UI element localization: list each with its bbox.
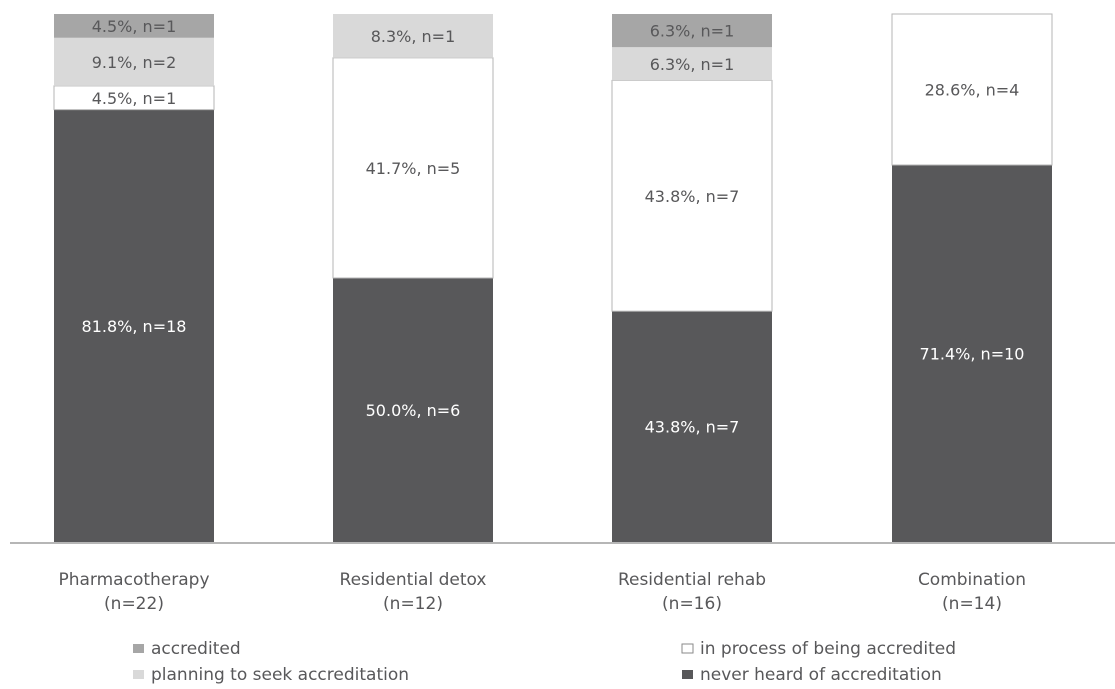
data-label: 6.3%, n=1 [650,55,735,74]
legend-label: never heard of accreditation [700,665,942,685]
x-tick-label: Residential detox [340,570,487,590]
bar-segment [612,311,772,542]
data-label: 41.7%, n=5 [366,159,461,178]
x-tick-sublabel: (n=14) [942,594,1002,614]
data-label: 71.4%, n=10 [920,345,1025,364]
legend-swatch [133,644,144,653]
x-tick-label: Pharmacotherapy [58,570,209,590]
data-label: 50.0%, n=6 [366,401,461,420]
data-label: 8.3%, n=1 [371,27,456,46]
bar-segment [54,14,214,38]
data-label: 28.6%, n=4 [925,81,1020,100]
data-label: 43.8%, n=7 [645,418,740,437]
x-tick-sublabel: (n=22) [104,594,164,614]
bar-segment [612,47,772,81]
bar-segment [892,165,1052,542]
bar-segment [54,109,214,542]
bar-segment [611,79,773,312]
bar-segment [891,13,1053,166]
legend-label: in process of being accredited [700,639,956,659]
legend-swatch [682,670,693,679]
legend-label: accredited [151,639,241,659]
bar-segment [54,37,214,86]
x-tick-label: Residential rehab [618,570,766,590]
x-tick-label: Combination [918,570,1026,590]
x-tick-sublabel: (n=16) [662,594,722,614]
legend-swatch [681,643,694,654]
bar-segment [612,14,772,48]
x-axis-labels: Pharmacotherapy (n=22) Residential detox (n… [58,570,1026,614]
bar-segment [333,278,493,542]
legend-swatch [133,670,144,679]
data-label: 6.3%, n=1 [650,22,735,41]
data-label: 43.8%, n=7 [645,187,740,206]
legend: accredited in process of being accredited… [133,639,956,685]
data-label: 4.5%, n=1 [92,89,177,108]
bar-group: 81.8%, n=18 4.5%, n=1 9.1%, n=2 4.5%, n=1 50… [53,13,1053,542]
data-label: 4.5%, n=1 [92,17,177,36]
legend-label: planning to seek accreditation [151,665,409,685]
bar-segment [333,14,493,58]
x-tick-sublabel: (n=12) [383,594,443,614]
data-label: 9.1%, n=2 [92,53,177,72]
bar-segment [332,57,494,279]
data-label: 81.8%, n=18 [82,317,187,336]
